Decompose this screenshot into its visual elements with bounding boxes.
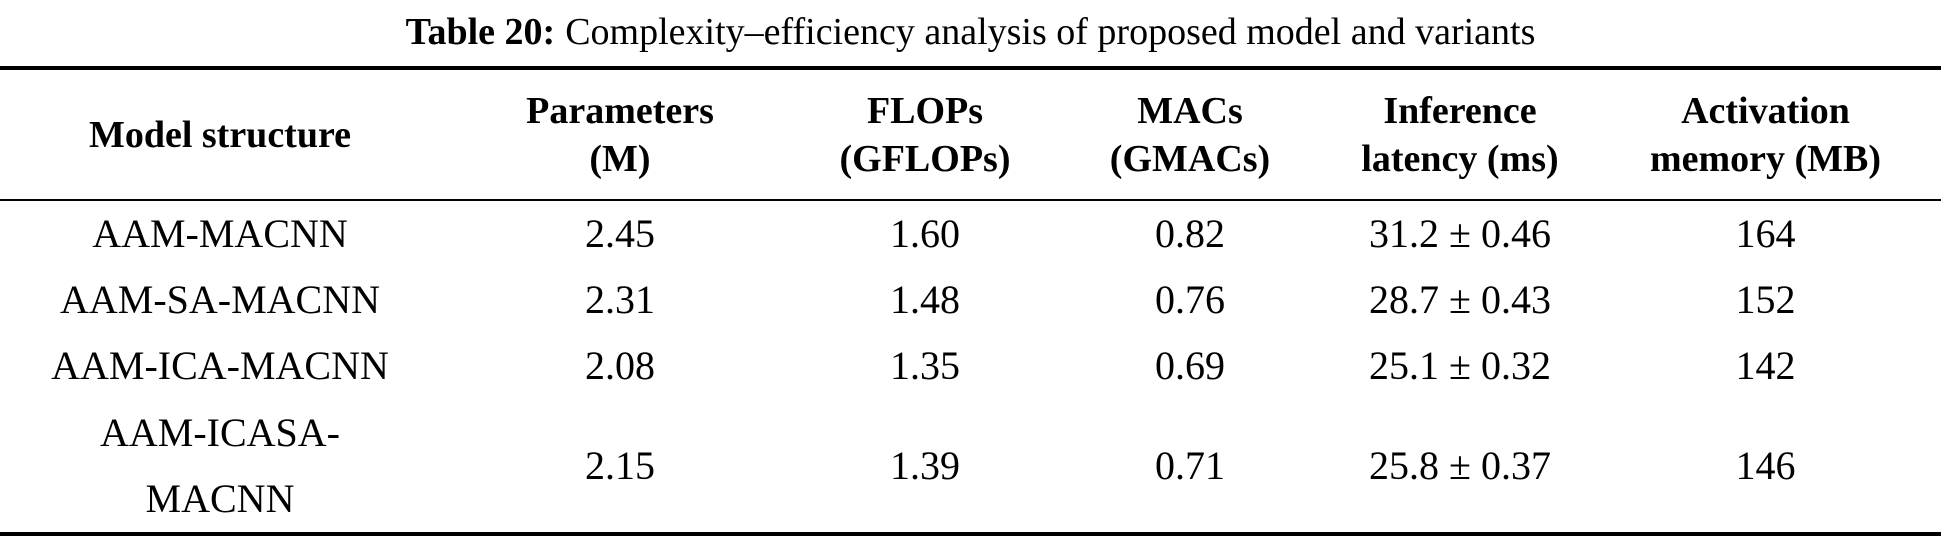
column-header-inference-latency: Inference latency (ms): [1330, 68, 1590, 201]
column-header-label: Activation memory (MB): [1649, 89, 1882, 180]
table-caption-label: Table 20:: [405, 11, 556, 54]
cell-value-text: 152: [1735, 277, 1796, 322]
table-row: AAM-MACNN 2.45 1.60 0.82 31.2 ± 0.46 164: [0, 200, 1941, 267]
table-caption: Table 20: Complexity–efficiency analysis …: [0, 0, 1941, 66]
table-row: AAM-ICASA-MACNN 2.15 1.39 0.71 25.8 ± 0.37 14…: [0, 399, 1941, 534]
cell-macs: 0.82: [1050, 200, 1330, 267]
cell-inference-latency: 25.1 ± 0.32: [1330, 333, 1590, 399]
cell-value-text: 2.08: [585, 343, 655, 388]
cell-value-text: 2.31: [585, 277, 655, 322]
cell-value-text: 146: [1735, 442, 1796, 488]
cell-activation-memory: 146: [1590, 399, 1941, 534]
cell-value-text: 2.15: [585, 442, 655, 488]
cell-value-text: 0.71: [1155, 442, 1225, 488]
cell-parameters: 2.08: [440, 333, 800, 399]
cell-flops: 1.39: [800, 399, 1050, 534]
column-header-flops: FLOPs (GFLOPs): [800, 68, 1050, 201]
header-row: Model structure Parameters (M) FLOPs (GFLOPs…: [0, 68, 1941, 201]
cell-parameters: 2.45: [440, 200, 800, 267]
cell-flops: 1.60: [800, 200, 1050, 267]
cell-model-structure: AAM-ICA-MACNN: [0, 333, 440, 399]
complexity-efficiency-table: Model structure Parameters (M) FLOPs (GFLOPs…: [0, 66, 1941, 536]
cell-value-text: 1.60: [890, 211, 960, 256]
column-header-parameters: Parameters (M): [440, 68, 800, 201]
model-name-text: AAM-MACNN: [92, 211, 348, 256]
cell-value-text: 0.69: [1155, 343, 1225, 388]
column-header-label: Inference latency (ms): [1361, 89, 1559, 180]
column-header-label: Parameters (M): [526, 89, 714, 180]
cell-parameters: 2.31: [440, 267, 800, 333]
column-header-activation-memory: Activation memory (MB): [1590, 68, 1941, 201]
table-caption-text: Complexity–efficiency analysis of propos…: [565, 11, 1536, 54]
column-header-model-structure: Model structure: [0, 68, 440, 201]
cell-parameters: 2.15: [440, 399, 800, 534]
cell-value-text: 0.76: [1155, 277, 1225, 322]
cell-value-text: 2.45: [585, 211, 655, 256]
cell-model-structure: AAM-MACNN: [0, 200, 440, 267]
cell-inference-latency: 28.7 ± 0.43: [1330, 267, 1590, 333]
table-header: Model structure Parameters (M) FLOPs (GFLOPs…: [0, 68, 1941, 201]
table-row: AAM-SA-MACNN 2.31 1.48 0.76 28.7 ± 0.43 152: [0, 267, 1941, 333]
cell-value-text: 31.2 ± 0.46: [1369, 211, 1551, 256]
model-name-text: AAM-SA-MACNN: [59, 277, 381, 322]
cell-activation-memory: 142: [1590, 333, 1941, 399]
cell-value-text: 1.35: [890, 343, 960, 388]
cell-value-text: 164: [1735, 211, 1796, 256]
cell-macs: 0.76: [1050, 267, 1330, 333]
column-header-macs: MACs (GMACs): [1050, 68, 1330, 201]
cell-value-text: 25.1 ± 0.32: [1369, 343, 1551, 388]
cell-value-text: 1.39: [890, 442, 960, 488]
cell-model-structure: AAM-SA-MACNN: [0, 267, 440, 333]
column-header-label: FLOPs (GFLOPs): [839, 89, 1011, 180]
cell-flops: 1.35: [800, 333, 1050, 399]
column-header-label: MACs (GMACs): [1109, 89, 1271, 180]
cell-value-text: 25.8 ± 0.37: [1369, 442, 1551, 488]
cell-inference-latency: 25.8 ± 0.37: [1330, 399, 1590, 534]
cell-value-text: 142: [1735, 343, 1796, 388]
cell-value-text: 0.82: [1155, 211, 1225, 256]
cell-macs: 0.69: [1050, 333, 1330, 399]
cell-value-text: 28.7 ± 0.43: [1369, 277, 1551, 322]
model-name-text: AAM-ICASA-MACNN: [100, 409, 340, 521]
table-body: AAM-MACNN 2.45 1.60 0.82 31.2 ± 0.46 164 AAM-S…: [0, 200, 1941, 534]
cell-activation-memory: 152: [1590, 267, 1941, 333]
cell-activation-memory: 164: [1590, 200, 1941, 267]
cell-model-structure: AAM-ICASA-MACNN: [0, 399, 440, 534]
model-name-text: AAM-ICA-MACNN: [51, 343, 389, 388]
column-header-label: Model structure: [88, 113, 352, 156]
cell-flops: 1.48: [800, 267, 1050, 333]
cell-inference-latency: 31.2 ± 0.46: [1330, 200, 1590, 267]
cell-value-text: 1.48: [890, 277, 960, 322]
table-row: AAM-ICA-MACNN 2.08 1.35 0.69 25.1 ± 0.32 142: [0, 333, 1941, 399]
cell-macs: 0.71: [1050, 399, 1330, 534]
